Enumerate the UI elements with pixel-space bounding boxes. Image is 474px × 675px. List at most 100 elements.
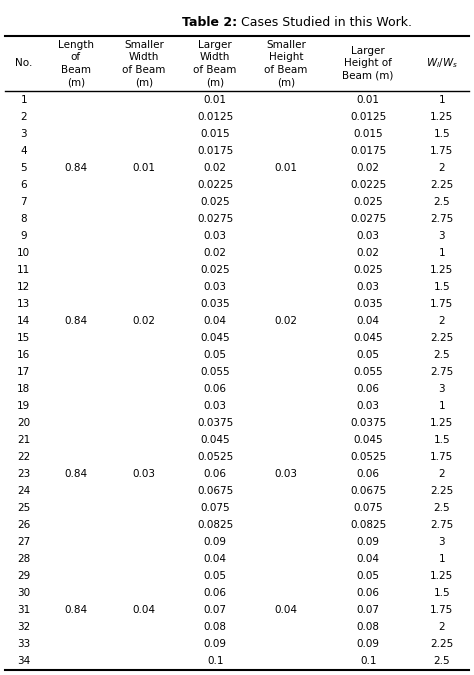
Text: 0.0825: 0.0825 <box>197 520 233 530</box>
Text: 0.03: 0.03 <box>356 401 380 411</box>
Text: 0.84: 0.84 <box>64 163 87 173</box>
Text: 0.025: 0.025 <box>201 196 230 207</box>
Text: 0.0825: 0.0825 <box>350 520 386 530</box>
Text: 9: 9 <box>20 231 27 241</box>
Text: 3: 3 <box>438 231 445 241</box>
Text: 0.09: 0.09 <box>356 537 380 547</box>
Text: 0.035: 0.035 <box>201 299 230 308</box>
Text: 1: 1 <box>438 95 445 105</box>
Text: 0.01: 0.01 <box>275 163 298 173</box>
Text: 3: 3 <box>438 537 445 547</box>
Text: No.: No. <box>15 59 33 68</box>
Text: 0.03: 0.03 <box>356 281 380 292</box>
Text: 2.75: 2.75 <box>430 520 454 530</box>
Text: 0.07: 0.07 <box>356 605 380 615</box>
Text: 0.07: 0.07 <box>204 605 227 615</box>
Text: 27: 27 <box>17 537 30 547</box>
Text: 34: 34 <box>17 656 30 666</box>
Text: 0.01: 0.01 <box>356 95 380 105</box>
Text: 1.75: 1.75 <box>430 605 454 615</box>
Text: 0.015: 0.015 <box>353 129 383 138</box>
Text: 33: 33 <box>17 639 30 649</box>
Text: 0.08: 0.08 <box>204 622 227 632</box>
Text: 0.04: 0.04 <box>356 316 380 326</box>
Text: 12: 12 <box>17 281 30 292</box>
Text: 25: 25 <box>17 503 30 513</box>
Text: 0.0275: 0.0275 <box>350 214 386 223</box>
Text: 0.0525: 0.0525 <box>350 452 386 462</box>
Text: 2.25: 2.25 <box>430 180 454 190</box>
Text: 11: 11 <box>17 265 30 275</box>
Text: 0.0175: 0.0175 <box>197 146 233 156</box>
Text: 2.5: 2.5 <box>434 350 450 360</box>
Text: 20: 20 <box>18 418 30 428</box>
Text: 0.1: 0.1 <box>360 656 376 666</box>
Text: 1.25: 1.25 <box>430 111 454 121</box>
Text: 1.75: 1.75 <box>430 146 454 156</box>
Text: 0.0375: 0.0375 <box>350 418 386 428</box>
Text: 3: 3 <box>20 129 27 138</box>
Text: 0.0675: 0.0675 <box>350 486 386 496</box>
Text: 13: 13 <box>17 299 30 308</box>
Text: 0.03: 0.03 <box>204 401 227 411</box>
Text: 0.04: 0.04 <box>275 605 298 615</box>
Text: 21: 21 <box>17 435 30 445</box>
Text: 32: 32 <box>17 622 30 632</box>
Text: 0.84: 0.84 <box>64 605 87 615</box>
Text: 5: 5 <box>20 163 27 173</box>
Text: 0.04: 0.04 <box>204 316 227 326</box>
Text: 2: 2 <box>20 111 27 121</box>
Text: 0.05: 0.05 <box>356 571 380 581</box>
Text: 0.02: 0.02 <box>275 316 298 326</box>
Text: 0.06: 0.06 <box>356 469 380 479</box>
Text: 0.035: 0.035 <box>353 299 383 308</box>
Text: 0.05: 0.05 <box>204 571 227 581</box>
Text: 0.09: 0.09 <box>204 639 227 649</box>
Text: 0.09: 0.09 <box>204 537 227 547</box>
Text: 0.02: 0.02 <box>204 248 227 258</box>
Text: 0.03: 0.03 <box>275 469 298 479</box>
Text: Smaller
Width
of Beam
(m): Smaller Width of Beam (m) <box>122 40 166 87</box>
Text: 1.5: 1.5 <box>434 588 450 598</box>
Text: 2.75: 2.75 <box>430 367 454 377</box>
Text: 0.06: 0.06 <box>356 384 380 394</box>
Text: 0.0175: 0.0175 <box>350 146 386 156</box>
Text: Cases Studied in this Work.: Cases Studied in this Work. <box>237 16 412 30</box>
Text: 31: 31 <box>17 605 30 615</box>
Text: 0.055: 0.055 <box>201 367 230 377</box>
Text: 0.02: 0.02 <box>356 163 380 173</box>
Text: 0.06: 0.06 <box>356 588 380 598</box>
Text: 2: 2 <box>438 469 445 479</box>
Text: 0.0275: 0.0275 <box>197 214 233 223</box>
Text: 2: 2 <box>438 316 445 326</box>
Text: 1.25: 1.25 <box>430 265 454 275</box>
Text: 18: 18 <box>17 384 30 394</box>
Text: 0.06: 0.06 <box>204 588 227 598</box>
Text: Length
of
Beam
(m): Length of Beam (m) <box>58 40 94 87</box>
Text: 4: 4 <box>20 146 27 156</box>
Text: 22: 22 <box>17 452 30 462</box>
Text: 0.0225: 0.0225 <box>350 180 386 190</box>
Text: 0.02: 0.02 <box>133 316 155 326</box>
Text: 1.75: 1.75 <box>430 299 454 308</box>
Text: 0.0225: 0.0225 <box>197 180 233 190</box>
Text: 0.025: 0.025 <box>201 265 230 275</box>
Text: 0.03: 0.03 <box>133 469 155 479</box>
Text: $W_l/W_s$: $W_l/W_s$ <box>426 57 458 70</box>
Text: 0.075: 0.075 <box>353 503 383 513</box>
Text: 2.75: 2.75 <box>430 214 454 223</box>
Text: 1.5: 1.5 <box>434 435 450 445</box>
Text: 28: 28 <box>17 554 30 564</box>
Text: 0.01: 0.01 <box>133 163 155 173</box>
Text: Larger
Width
of Beam
(m): Larger Width of Beam (m) <box>193 40 237 87</box>
Text: 0.02: 0.02 <box>356 248 380 258</box>
Text: 6: 6 <box>20 180 27 190</box>
Text: 1.25: 1.25 <box>430 571 454 581</box>
Text: 0.09: 0.09 <box>356 639 380 649</box>
Text: 10: 10 <box>18 248 30 258</box>
Text: 8: 8 <box>20 214 27 223</box>
Text: 19: 19 <box>17 401 30 411</box>
Text: 16: 16 <box>17 350 30 360</box>
Text: 30: 30 <box>18 588 30 598</box>
Text: 0.01: 0.01 <box>204 95 227 105</box>
